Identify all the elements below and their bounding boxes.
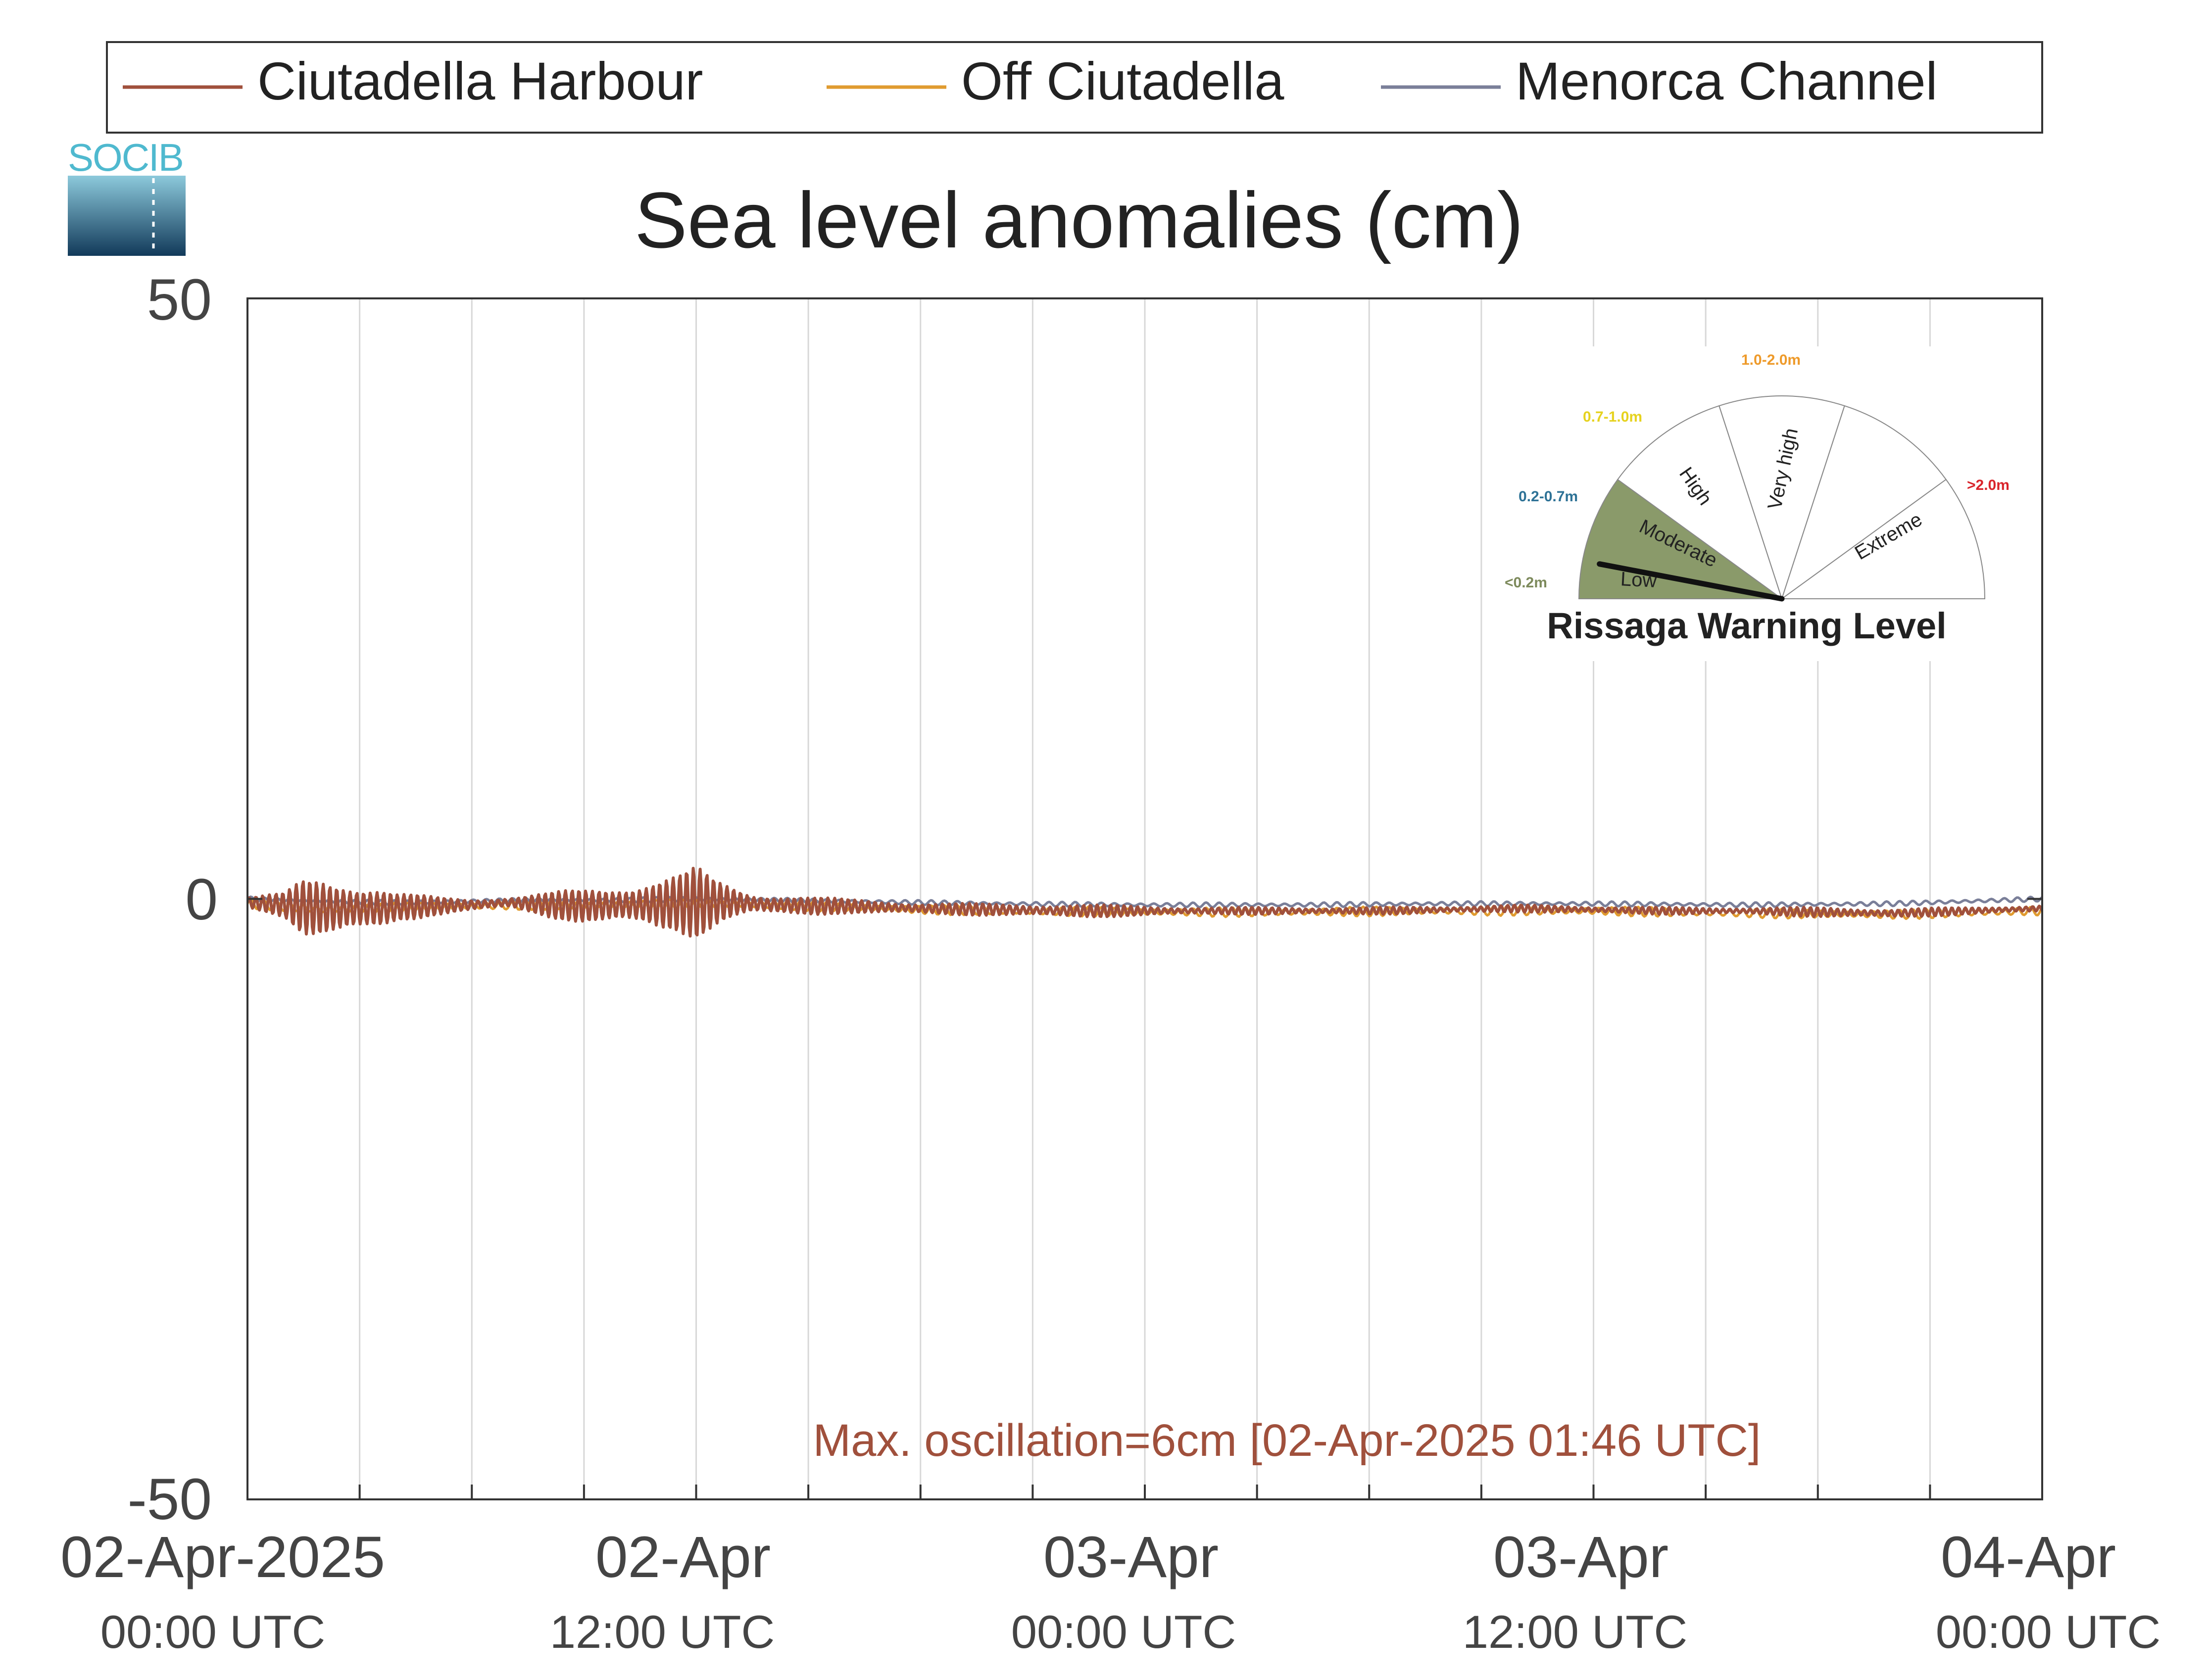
x-tick-date: 04-Apr: [1941, 1525, 2116, 1590]
legend: Ciutadella Harbour Off Ciutadella Menorc…: [106, 41, 2043, 134]
max-oscillation-annotation: Max. oscillation=6cm [02-Apr-2025 01:46 …: [813, 1415, 1761, 1466]
x-tick-date: 03-Apr: [1493, 1525, 1668, 1590]
y-tick-label: 0: [185, 867, 218, 932]
gauge-range-very-high: 1.0-2.0m: [1741, 352, 1801, 368]
legend-box: [106, 41, 2043, 134]
y-tick-label: 50: [147, 267, 212, 333]
socib-logo: SOCIB: [68, 136, 186, 256]
gauge-needle: [1597, 561, 1785, 602]
gauge-range-moderate: 0.2-0.7m: [1519, 488, 1578, 505]
chart-title: Sea level anomalies (cm): [635, 176, 1523, 264]
x-tick-time: 00:00 UTC: [100, 1606, 326, 1658]
legend-label-off-ciutadella: Off Ciutadella: [961, 51, 1284, 111]
gauge-title: Rissaga Warning Level: [1547, 605, 1946, 646]
series-line-ciutadella-harbour: [247, 866, 2042, 938]
gauge-range-low: <0.2m: [1505, 575, 1547, 591]
x-tick-date: 02-Apr: [595, 1525, 771, 1590]
gauge-sector-moderate: [1617, 405, 1783, 600]
rissaga-gauge: <0.2m 0.2-0.7m 0.7-1.0m 1.0-2.0m >2.0m L…: [1495, 346, 2023, 661]
gauge-range-high: 0.7-1.0m: [1583, 409, 1642, 425]
gauge-sector-high: [1718, 395, 1845, 601]
series-layer: [247, 866, 2042, 938]
legend-label-menorca-channel: Menorca Channel: [1516, 51, 1938, 111]
gauge-sector-extreme: [1780, 479, 1986, 599]
axis-ticks: [246, 297, 2043, 1500]
socib-logo-text: SOCIB: [68, 136, 183, 179]
gauge-range-labels: <0.2m 0.2-0.7m 0.7-1.0m 1.0-2.0m >2.0m: [1505, 352, 2010, 591]
x-tick-time: 00:00 UTC: [1011, 1606, 1236, 1658]
gauge-sectors: [1578, 395, 1986, 601]
x-tick-date: 03-Apr: [1043, 1525, 1219, 1590]
y-tick-label: -50: [127, 1467, 212, 1532]
x-tick-date: 02-Apr-2025: [60, 1525, 385, 1590]
gauge-sector-very-high: [1781, 405, 1947, 600]
x-tick-time: 00:00 UTC: [1936, 1606, 2161, 1658]
x-tick-time: 12:00 UTC: [550, 1606, 775, 1658]
legend-label-ciutadella-harbour: Ciutadella Harbour: [257, 51, 703, 111]
socib-logo-gradient: [68, 176, 186, 256]
x-tick-time: 12:00 UTC: [1463, 1606, 1688, 1658]
gauge-range-extreme: >2.0m: [1967, 477, 2010, 493]
